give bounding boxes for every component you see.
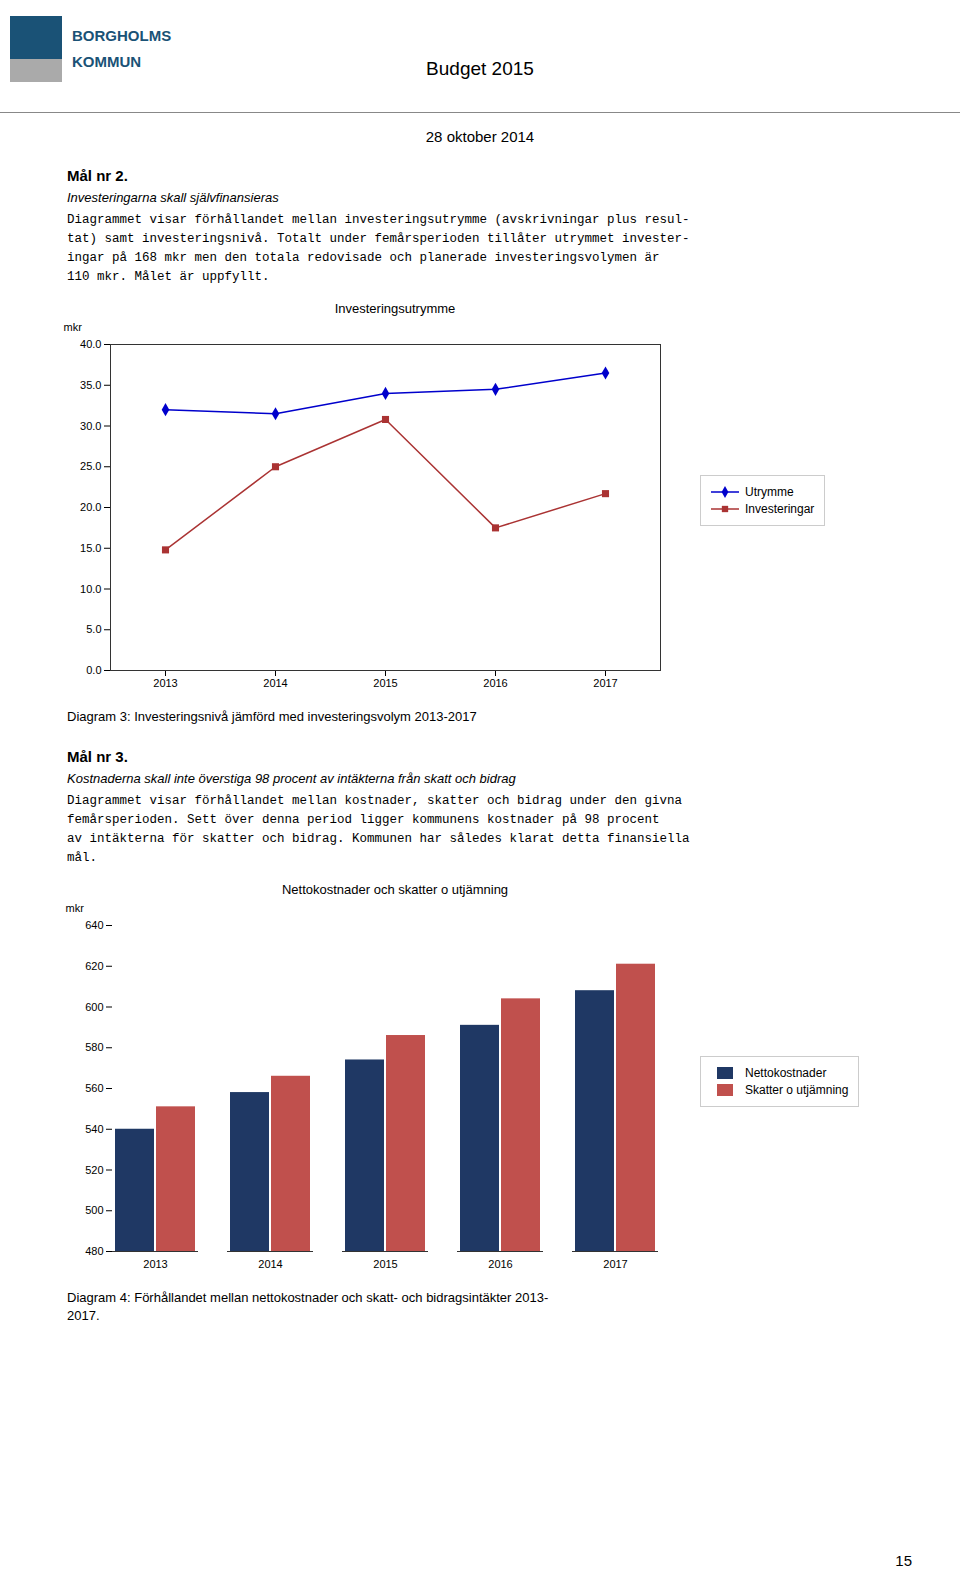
svg-text:520: 520 xyxy=(85,1164,103,1176)
html-text:Diagram 4: Förhållandet mellan: Diagram 4: Förhållandet mellan nettokost… xyxy=(67,1290,549,1305)
html-text:BORGHOLMS: BORGHOLMS xyxy=(72,27,172,44)
svg-text:mkr: mkr xyxy=(64,321,83,333)
svg-text:620: 620 xyxy=(85,960,103,972)
svg-text:2016: 2016 xyxy=(483,677,507,689)
html-text:ingar på 168 mkr men den total: ingar på 168 mkr men den totala redovisa… xyxy=(67,251,660,265)
svg-text:2015: 2015 xyxy=(373,1258,397,1270)
html-text:femårsperioden. Sett över denn: femårsperioden. Sett över denna period l… xyxy=(67,813,660,827)
svg-text:35.0: 35.0 xyxy=(80,379,101,391)
svg-text:2016: 2016 xyxy=(488,1258,512,1270)
svg-text:10.0: 10.0 xyxy=(80,583,101,595)
html-text:Nettokostnader: Nettokostnader xyxy=(745,1066,827,1080)
html-text:Kostnaderna skall inte översti: Kostnaderna skall inte överstiga 98 proc… xyxy=(67,771,516,786)
svg-text:500: 500 xyxy=(85,1204,103,1216)
html-text:Diagrammet visar förhållandet: Diagrammet visar förhållandet mellan inv… xyxy=(67,213,690,227)
svg-text:mkr: mkr xyxy=(66,902,85,914)
svg-text:0.0: 0.0 xyxy=(86,664,101,676)
svg-text:2013: 2013 xyxy=(153,677,177,689)
html-text:Budget 2015: Budget 2015 xyxy=(426,58,534,79)
svg-text:560: 560 xyxy=(85,1082,103,1094)
svg-text:2014: 2014 xyxy=(258,1258,282,1270)
svg-text:25.0: 25.0 xyxy=(80,460,101,472)
html-text:Skatter o utjämning: Skatter o utjämning xyxy=(745,1083,849,1097)
html-text:110 mkr. Målet är uppfyllt.: 110 mkr. Målet är uppfyllt. xyxy=(67,270,270,284)
html-text:Investeringsutrymme: Investeringsutrymme xyxy=(334,301,456,316)
svg-text:15.0: 15.0 xyxy=(80,542,101,554)
svg-text:540: 540 xyxy=(85,1123,103,1135)
svg-text:2017: 2017 xyxy=(603,1258,627,1270)
html-text:KOMMUN: KOMMUN xyxy=(72,53,142,70)
html-text:Utrymme: Utrymme xyxy=(745,485,794,499)
svg-text:480: 480 xyxy=(85,1245,103,1257)
svg-text:20.0: 20.0 xyxy=(80,501,101,513)
html-text:Mål nr 2.: Mål nr 2. xyxy=(67,167,128,184)
svg-text:2015: 2015 xyxy=(373,677,397,689)
html-text:tat) samt investeringsnivå. To: tat) samt investeringsnivå. Totalt under… xyxy=(67,232,690,246)
html-text:Mål nr 3.: Mål nr 3. xyxy=(67,748,128,765)
html-text:mål.: mål. xyxy=(67,851,97,865)
svg-text:30.0: 30.0 xyxy=(80,420,101,432)
html-text:Diagrammet visar förhållandet: Diagrammet visar förhållandet mellan kos… xyxy=(67,794,683,808)
svg-text:40.0: 40.0 xyxy=(80,338,101,350)
svg-text:640: 640 xyxy=(85,919,103,931)
svg-text:2014: 2014 xyxy=(263,677,287,689)
svg-text:2013: 2013 xyxy=(143,1258,167,1270)
svg-text:580: 580 xyxy=(85,1041,103,1053)
html-text:Investeringarna skall självfin: Investeringarna skall självfinansieras xyxy=(67,190,279,205)
html-text:15: 15 xyxy=(895,1552,912,1569)
html-text:av intäkterna för skatter och: av intäkterna för skatter och bidrag. Ko… xyxy=(67,832,690,846)
svg-text:5.0: 5.0 xyxy=(86,623,101,635)
html-text:28 oktober 2014: 28 oktober 2014 xyxy=(425,128,535,145)
html-text:Diagram 3: Investeringsnivå jä: Diagram 3: Investeringsnivå jämförd med … xyxy=(67,709,477,724)
svg-text:2017: 2017 xyxy=(593,677,617,689)
svg-text:600: 600 xyxy=(85,1001,103,1013)
html-text:Investeringar: Investeringar xyxy=(745,502,815,516)
html-text:Nettokostnader och skatter o u: Nettokostnader och skatter o utjämning xyxy=(281,882,509,897)
html-text:2017.: 2017. xyxy=(67,1308,100,1323)
